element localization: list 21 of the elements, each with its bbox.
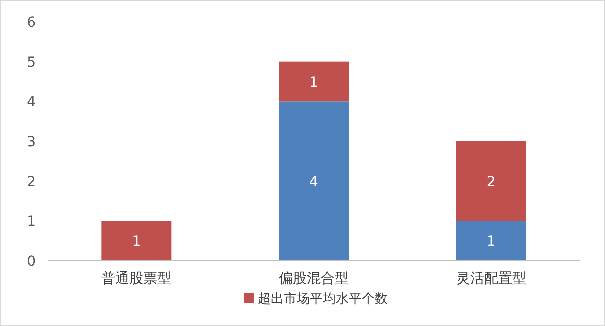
x-tick-label: 偏股混合型 [279, 271, 349, 287]
y-tick-label: 1 [27, 214, 36, 230]
data-label: 1 [132, 234, 142, 250]
data-label: 4 [310, 174, 319, 190]
x-tick-label: 灵活配置型 [456, 271, 526, 287]
y-tick-label: 2 [27, 174, 36, 190]
data-label: 1 [310, 74, 318, 91]
y-tick-label: 6 [27, 15, 36, 31]
y-tick-label: 0 [27, 254, 36, 270]
legend: 超出市场平均水平个数 [244, 292, 388, 307]
bar [279, 102, 349, 261]
bar [456, 142, 526, 222]
bar [456, 221, 526, 261]
y-tick-label: 5 [27, 54, 36, 71]
data-label: 1 [486, 234, 496, 250]
data-label: 2 [486, 174, 496, 190]
y-tick-label: 3 [27, 134, 36, 150]
x-tick-label: 普通股票型 [102, 270, 172, 287]
y-tick-label: 4 [27, 94, 36, 111]
bar [102, 221, 172, 261]
bar [279, 62, 349, 102]
